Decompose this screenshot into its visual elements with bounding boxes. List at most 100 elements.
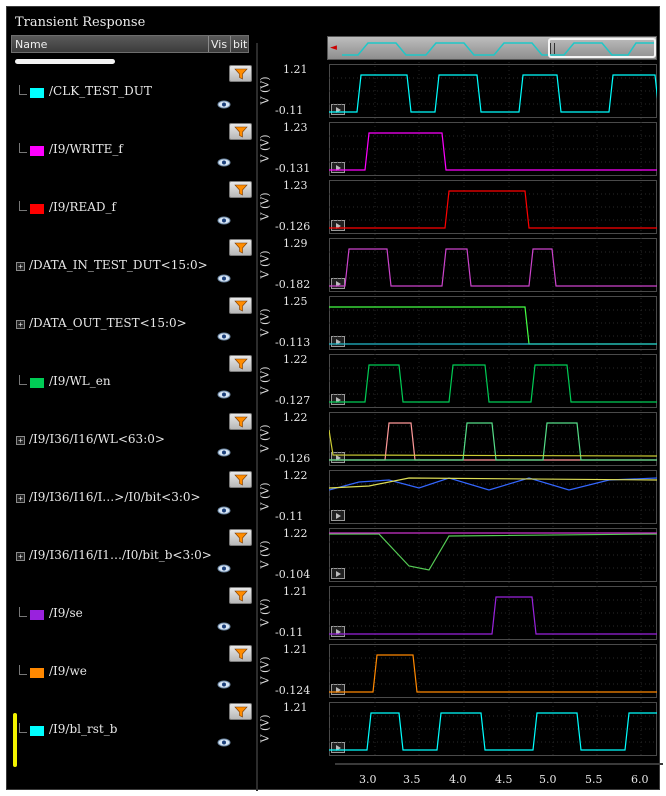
col-bit-header[interactable]: bit	[233, 38, 248, 51]
play-icon[interactable]	[331, 684, 345, 695]
eye-icon[interactable]	[217, 210, 231, 229]
signal-list-header: Name Vis bit	[11, 35, 249, 53]
eye-icon[interactable]	[217, 558, 231, 577]
waveform-canvas	[329, 62, 657, 758]
panel-divider[interactable]	[256, 43, 258, 791]
y-min-tick: -0.126	[275, 220, 311, 233]
filter-button[interactable]	[229, 587, 252, 604]
filter-button[interactable]	[229, 413, 252, 430]
color-swatch[interactable]	[30, 610, 44, 620]
play-icon[interactable]	[331, 394, 345, 405]
color-swatch[interactable]	[30, 378, 44, 388]
col-vis-header[interactable]: Vis	[211, 38, 228, 51]
horizontal-scrollbar[interactable]	[15, 59, 115, 64]
expand-plus-icon[interactable]: +	[16, 262, 25, 271]
eye-icon[interactable]	[217, 94, 231, 113]
eye-icon[interactable]	[217, 152, 231, 171]
tree-connector	[19, 201, 27, 211]
play-icon[interactable]	[331, 510, 345, 521]
signal-name: /I9/WRITE_f	[49, 142, 123, 156]
play-icon[interactable]	[331, 568, 345, 579]
play-icon[interactable]	[331, 452, 345, 463]
play-icon[interactable]	[331, 336, 345, 347]
filter-button[interactable]	[229, 703, 252, 720]
y-axis-label: V (V)	[258, 134, 272, 163]
col-name-header[interactable]: Name	[15, 38, 48, 51]
eye-icon[interactable]	[217, 732, 231, 751]
x-axis-tick: 4.5	[495, 773, 513, 786]
expand-plus-icon[interactable]: +	[16, 552, 25, 561]
y-max-tick: 1.22	[283, 353, 308, 366]
x-axis-tick: 5.0	[539, 773, 557, 786]
we-trace	[329, 654, 657, 693]
signal-name: /I9/I36/I16/I1…/I0/bit_b<3:0>	[29, 548, 212, 562]
filter-button[interactable]	[229, 529, 252, 546]
y-axis-label: V (V)	[258, 714, 272, 743]
color-swatch[interactable]	[30, 88, 44, 98]
y-axis-label: V (V)	[258, 76, 272, 105]
filter-button[interactable]	[229, 239, 252, 256]
clk-trace	[329, 74, 657, 113]
x-axis-tick: 5.5	[585, 773, 603, 786]
play-icon[interactable]	[331, 278, 345, 289]
signal-row[interactable]: /CLK_TEST_DUT	[11, 63, 254, 121]
play-icon[interactable]	[331, 626, 345, 637]
signal-row[interactable]: /I9/we	[11, 643, 254, 701]
y-min-tick: -0.126	[275, 452, 311, 465]
filter-button[interactable]	[229, 123, 252, 140]
filter-button[interactable]	[229, 65, 252, 82]
signal-row[interactable]: /I9/WRITE_f	[11, 121, 254, 179]
color-swatch[interactable]	[30, 146, 44, 156]
bit-trace	[329, 477, 657, 491]
signal-row[interactable]: + /I9/I36/I16/I…>/I0/bit<3:0>	[11, 469, 254, 527]
filter-button[interactable]	[229, 297, 252, 314]
scroll-left-arrow-icon[interactable]: ◄	[330, 43, 337, 53]
filter-button[interactable]	[229, 645, 252, 662]
data-out-trace	[329, 306, 657, 345]
expand-plus-icon[interactable]: +	[16, 320, 25, 329]
color-swatch[interactable]	[30, 726, 44, 736]
overview-viewport-thumb[interactable]	[548, 38, 656, 58]
color-swatch[interactable]	[30, 204, 44, 214]
y-max-tick: 1.22	[283, 411, 308, 424]
signal-row[interactable]: + /I9/I36/I16/I1…/I0/bit_b<3:0>	[11, 527, 254, 585]
play-icon[interactable]	[331, 104, 345, 115]
play-icon[interactable]	[331, 220, 345, 231]
signal-name: /CLK_TEST_DUT	[49, 84, 152, 98]
signal-row[interactable]: + /DATA_IN_TEST_DUT<15:0>	[11, 237, 254, 295]
tree-connector	[19, 607, 27, 617]
play-icon[interactable]	[331, 742, 345, 753]
signal-row[interactable]: + /I9/I36/I16/WL<63:0>	[11, 411, 254, 469]
filter-button[interactable]	[229, 471, 252, 488]
eye-icon[interactable]	[217, 674, 231, 693]
time-overview-bar[interactable]: ◄	[327, 36, 657, 60]
expand-plus-icon[interactable]: +	[16, 494, 25, 503]
y-max-tick: 1.21	[283, 585, 308, 598]
expand-plus-icon[interactable]: +	[16, 436, 25, 445]
y-axis-label: V (V)	[258, 656, 272, 685]
signal-row[interactable]: /I9/se	[11, 585, 254, 643]
filter-button[interactable]	[229, 355, 252, 372]
eye-icon[interactable]	[217, 442, 231, 461]
eye-icon[interactable]	[217, 268, 231, 287]
x-axis-tick: 4.0	[449, 773, 467, 786]
eye-icon[interactable]	[217, 500, 231, 519]
eye-icon[interactable]	[217, 326, 231, 345]
y-axis-label: V (V)	[258, 250, 272, 279]
signal-row[interactable]: /I9/WL_en	[11, 353, 254, 411]
overview-grip-handle[interactable]	[550, 43, 555, 54]
y-axis-label: V (V)	[258, 540, 272, 569]
color-swatch[interactable]	[30, 668, 44, 678]
filter-button[interactable]	[229, 181, 252, 198]
y-axis-label: V (V)	[258, 308, 272, 337]
eye-icon[interactable]	[217, 616, 231, 635]
y-axis-label: V (V)	[258, 192, 272, 221]
write-f-trace	[329, 132, 657, 171]
signal-row[interactable]: /I9/bl_rst_b	[11, 701, 254, 759]
play-icon[interactable]	[331, 162, 345, 173]
eye-icon[interactable]	[217, 384, 231, 403]
window-title: Transient Response	[15, 15, 146, 30]
signal-row[interactable]: /I9/READ_f	[11, 179, 254, 237]
signal-row[interactable]: + /DATA_OUT_TEST<15:0>	[11, 295, 254, 353]
y-min-tick: -0.11	[275, 510, 304, 523]
